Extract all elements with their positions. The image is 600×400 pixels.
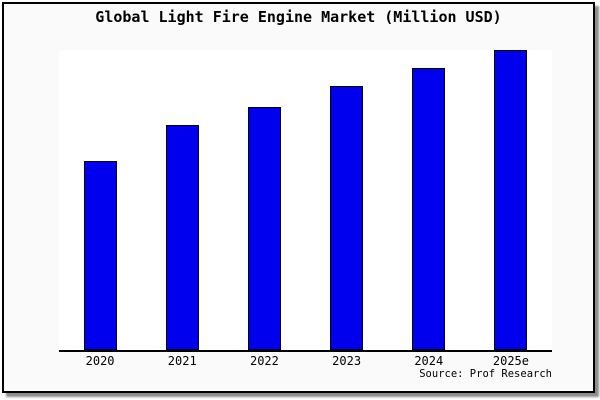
x-tick-label-2025e: 2025e [492,354,529,368]
bar-2025e [494,50,528,350]
x-axis-labels: 2020 2021 2022 2023 2024 2025e [59,354,552,368]
bar-2022 [247,107,281,350]
x-tick-label-2024: 2024 [414,354,444,368]
bar-2020 [83,161,117,350]
bar-2024 [412,68,446,350]
x-tick-label-2022: 2022 [249,354,279,368]
bars-container [59,50,552,350]
bar-2023 [330,86,364,350]
bar-slot-2022 [223,50,305,350]
bar-slot-2024 [388,50,470,350]
x-tick-label-2021: 2021 [167,354,197,368]
plot-area [59,50,552,352]
x-tick-label-2023: 2023 [332,354,362,368]
bar-2021 [165,125,199,350]
bar-slot-2025e [470,50,552,350]
x-tick-label-2020: 2020 [85,354,115,368]
chart-frame: Global Light Fire Engine Market (Million… [2,2,595,393]
bar-slot-2020 [59,50,141,350]
chart-title: Global Light Fire Engine Market (Million… [95,8,502,26]
bar-slot-2023 [306,50,388,350]
source-credit: Source: Prof Research [419,368,552,380]
bar-slot-2021 [141,50,223,350]
